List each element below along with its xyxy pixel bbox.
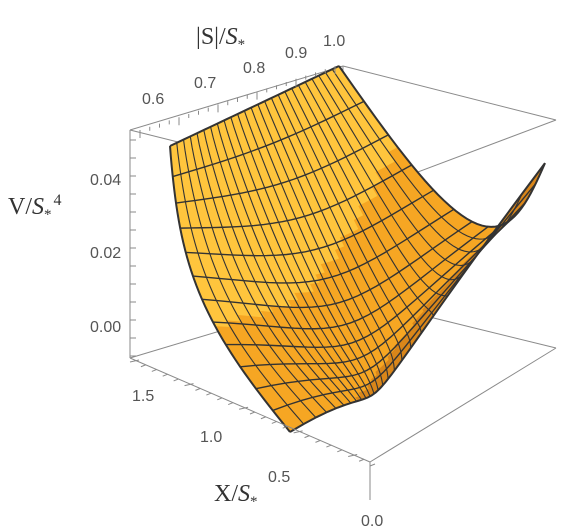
x-tick-label: 0.5 [268, 469, 290, 486]
box-edge [129, 357, 371, 463]
x-tick-mark [140, 364, 147, 368]
plot-box-front [129, 347, 557, 500]
mesh-line-x [225, 224, 503, 349]
box-edge [129, 65, 344, 131]
mesh-line-x [255, 201, 527, 390]
x-tick-mark [271, 420, 278, 424]
mesh-line-x [180, 164, 413, 229]
x-tick-mark [282, 425, 288, 429]
x-tick-mark [337, 449, 343, 453]
x-axis-label: X/S* [214, 481, 258, 510]
x-tick-mark [184, 383, 194, 387]
s-axis-label: |S|/S* [196, 24, 245, 53]
x-tick-mark [326, 444, 332, 448]
mesh-line-x [212, 226, 489, 330]
s-tick-label: 0.6 [142, 91, 164, 108]
x-tick-mark [358, 458, 365, 462]
mesh-line-x [175, 134, 389, 204]
x-tick-mark [129, 359, 140, 363]
x-tick-mark [206, 392, 212, 396]
s-tick-label: 0.9 [285, 45, 307, 62]
s-tick-label: 0.8 [243, 60, 265, 77]
x-tick-mark [195, 387, 201, 391]
mesh-line-x [201, 221, 473, 309]
x-tick-label: 1.5 [132, 388, 154, 405]
x-axis-title: X/S* [214, 481, 258, 510]
x-tick-mark [227, 402, 234, 406]
x-tick-mark [217, 397, 223, 401]
s-tick-label: 1.0 [323, 33, 345, 50]
mesh-line-x [185, 189, 435, 257]
x-tick-mark [293, 430, 303, 434]
s-axis-title: |S|/S* [196, 24, 245, 53]
x-tick-mark [162, 373, 168, 377]
v-axis-title: V/S*4 [8, 192, 62, 223]
v-tick-label: 0.02 [90, 245, 121, 262]
v-tick-label: 0.00 [90, 319, 121, 336]
box-edge [342, 65, 557, 121]
x-tick-mark [304, 435, 310, 439]
v-axis-label: V/S*4 [8, 192, 62, 223]
axis-ticks [129, 66, 376, 467]
x-tick-mark [238, 406, 249, 410]
x-tick-label: 1.0 [200, 429, 222, 446]
x-tick-mark [249, 411, 256, 415]
x-tick-mark [315, 439, 321, 443]
x-tick-label: 0.0 [361, 513, 383, 529]
mesh-line-x [169, 65, 340, 147]
s-tick-label: 0.7 [194, 75, 216, 92]
x-tick-mark [369, 463, 376, 467]
x-tick-mark [260, 416, 267, 420]
mesh-line-x [272, 183, 537, 412]
mesh-line-x [289, 162, 546, 433]
potential-surface [169, 65, 546, 433]
x-tick-mark [151, 368, 158, 372]
mesh-line-x [192, 208, 455, 284]
x-tick-mark [348, 454, 358, 458]
mesh-line-x [172, 100, 365, 178]
box-edge [369, 347, 557, 463]
v-tick-label: 0.04 [90, 172, 121, 189]
mesh-line-x [240, 215, 516, 368]
x-tick-mark [173, 378, 179, 382]
